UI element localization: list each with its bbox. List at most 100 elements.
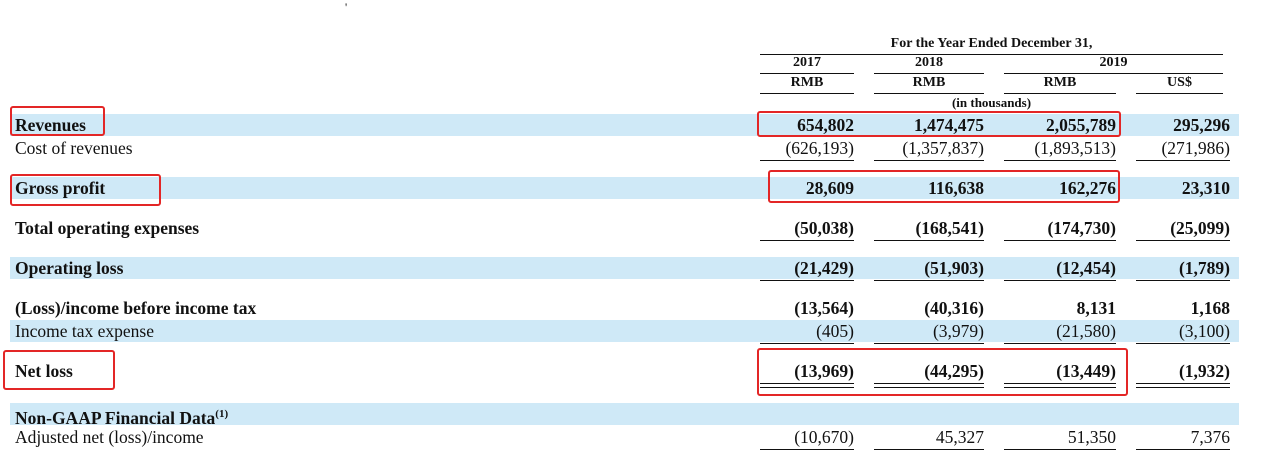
row-label-cost-of-revenues: Cost of revenues xyxy=(15,138,133,158)
underline xyxy=(1136,343,1230,344)
currency-rule-1 xyxy=(760,93,854,94)
header-rule xyxy=(760,54,1223,55)
year-2019: 2019 xyxy=(1099,55,1128,70)
unit-label: (in thousands) xyxy=(951,95,1032,110)
row-label-total-operating-expenses: Total operating expenses xyxy=(15,218,200,238)
gross-2018: 116,638 xyxy=(928,178,984,198)
tax-2019-rmb: (21,580) xyxy=(1056,321,1116,341)
underline xyxy=(760,240,854,241)
tax-2019-usd: (3,100) xyxy=(1178,321,1230,341)
row-label-income-tax-expense: Income tax expense xyxy=(15,321,154,341)
year-rule-2018 xyxy=(874,73,984,74)
double-underline xyxy=(1136,383,1230,388)
underline xyxy=(1004,240,1116,241)
revenues-2019-usd: 295,296 xyxy=(1173,115,1230,135)
underline xyxy=(1136,240,1230,241)
opex-2019-usd: (25,099) xyxy=(1170,218,1230,238)
row-label-gross-profit: Gross profit xyxy=(15,178,106,198)
underline xyxy=(1004,280,1116,281)
cropped-text-fragment: ' xyxy=(345,0,348,14)
oploss-2019-rmb: (12,454) xyxy=(1056,258,1116,278)
opex-2017: (50,038) xyxy=(794,218,854,238)
cost-2019-usd: (271,986) xyxy=(1161,138,1230,158)
row-band-operating-loss xyxy=(10,257,1239,279)
underline xyxy=(1004,449,1116,450)
underline xyxy=(760,343,854,344)
cost-2019-rmb: (1,893,513) xyxy=(1034,138,1116,158)
double-underline xyxy=(760,383,854,388)
oploss-2018: (51,903) xyxy=(924,258,984,278)
row-label-non-gaap: Non-GAAP Financial Data(1) xyxy=(15,403,228,429)
revenues-2019-rmb: 2,055,789 xyxy=(1046,115,1116,135)
revenues-2017: 654,802 xyxy=(797,115,854,135)
cost-2018: (1,357,837) xyxy=(902,138,984,158)
netloss-2019-rmb: (13,449) xyxy=(1056,361,1116,381)
underline xyxy=(874,240,984,241)
underline xyxy=(760,160,854,161)
revenues-2018: 1,474,475 xyxy=(914,115,984,135)
row-band-income-tax xyxy=(10,320,1239,342)
adjusted-2019-rmb: 51,350 xyxy=(1067,427,1116,447)
currency-rule-4 xyxy=(1136,93,1223,94)
underline xyxy=(1004,343,1116,344)
double-underline xyxy=(874,383,984,388)
opex-2019-rmb: (174,730) xyxy=(1047,218,1116,238)
currency-2019-rmb: RMB xyxy=(1043,75,1077,90)
row-label-adjusted-net-income: Adjusted net (loss)/income xyxy=(15,427,204,447)
year-rule-2017 xyxy=(760,73,854,74)
period-header: For the Year Ended December 31, xyxy=(890,36,1093,51)
underline xyxy=(1136,280,1230,281)
tax-2017: (405) xyxy=(816,321,854,341)
netloss-2017: (13,969) xyxy=(794,361,854,381)
pretax-2017: (13,564) xyxy=(794,298,854,318)
gross-2019-rmb: 162,276 xyxy=(1059,178,1116,198)
currency-2018: RMB xyxy=(912,75,946,90)
oploss-2017: (21,429) xyxy=(794,258,854,278)
pretax-2018: (40,316) xyxy=(924,298,984,318)
year-2018: 2018 xyxy=(915,55,943,70)
opex-2018: (168,541) xyxy=(915,218,984,238)
underline xyxy=(1136,160,1230,161)
currency-rule-3 xyxy=(1004,93,1116,94)
underline xyxy=(760,280,854,281)
non-gaap-label: Non-GAAP Financial Data xyxy=(15,407,216,428)
netloss-2019-usd: (1,932) xyxy=(1178,361,1230,381)
netloss-2018: (44,295) xyxy=(924,361,984,381)
pretax-2019-usd: 1,168 xyxy=(1190,298,1230,318)
underline xyxy=(874,343,984,344)
row-band-gross-profit xyxy=(10,177,1239,199)
tax-2018: (3,979) xyxy=(932,321,984,341)
highlight-box-gross-profit-label xyxy=(10,174,161,206)
year-2017: 2017 xyxy=(793,55,821,70)
adjusted-2018: 45,327 xyxy=(935,427,984,447)
gross-2017: 28,609 xyxy=(805,178,854,198)
pretax-2019-rmb: 8,131 xyxy=(1076,298,1116,318)
currency-2019-usd: US$ xyxy=(1167,75,1192,90)
highlight-box-revenues-label xyxy=(10,106,105,136)
row-band-non-gaap xyxy=(10,403,1239,425)
row-label-operating-loss: Operating loss xyxy=(15,258,124,278)
row-band-revenues xyxy=(10,114,1239,136)
year-rule-2019 xyxy=(1004,73,1223,74)
footnote-marker: (1) xyxy=(215,408,229,420)
double-underline xyxy=(1004,383,1116,388)
underline xyxy=(874,449,984,450)
underline xyxy=(874,160,984,161)
underline xyxy=(1004,160,1116,161)
adjusted-2019-usd: 7,376 xyxy=(1190,427,1230,447)
highlight-box-gross-profit-values xyxy=(768,170,1120,203)
gross-2019-usd: 23,310 xyxy=(1181,178,1230,198)
cost-2017: (626,193) xyxy=(785,138,854,158)
row-label-revenues: Revenues xyxy=(15,115,86,135)
currency-2017: RMB xyxy=(790,75,824,90)
underline xyxy=(1136,449,1230,450)
row-label-net-loss: Net loss xyxy=(15,361,73,381)
underline xyxy=(760,449,854,450)
currency-rule-2 xyxy=(874,93,984,94)
highlight-box-net-loss-label xyxy=(3,350,115,390)
highlight-box-net-loss-values xyxy=(757,348,1128,396)
oploss-2019-usd: (1,789) xyxy=(1178,258,1230,278)
row-label-loss-before-tax: (Loss)/income before income tax xyxy=(15,298,257,318)
underline xyxy=(874,280,984,281)
highlight-box-revenues-values xyxy=(757,111,1121,137)
